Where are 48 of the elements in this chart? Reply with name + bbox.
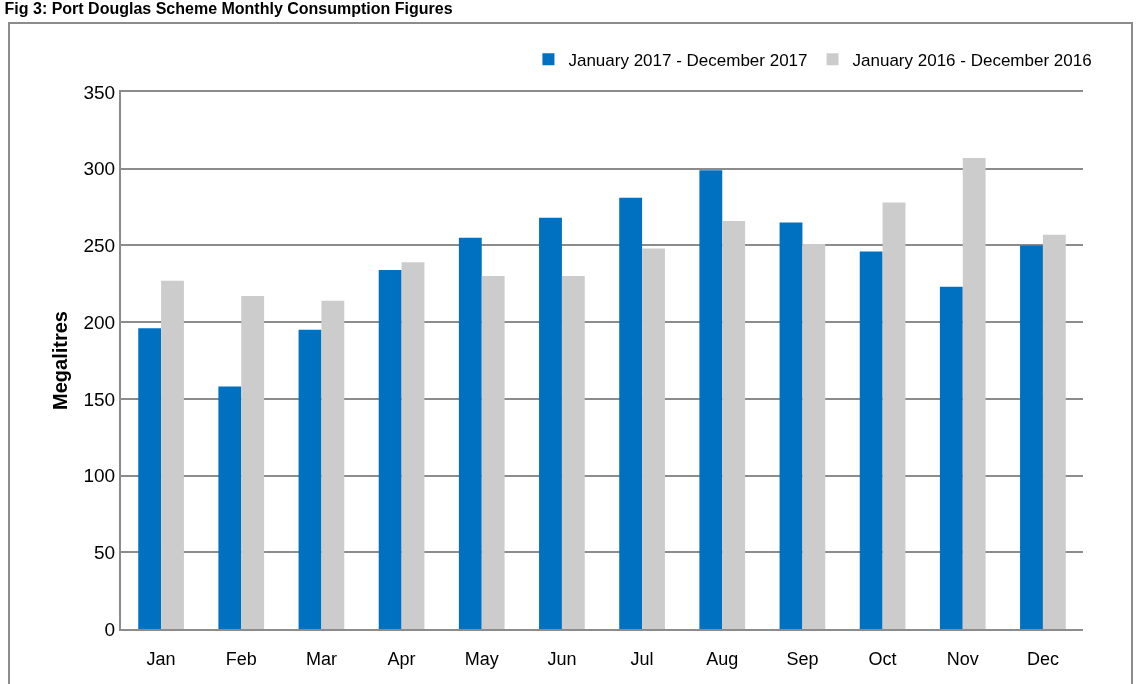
- bar: [859, 251, 883, 629]
- x-tick-label: Sep: [786, 648, 819, 669]
- bar: [298, 329, 322, 629]
- bar: [458, 237, 482, 629]
- x-tick-label: Apr: [387, 648, 416, 669]
- y-tick-label: 200: [83, 311, 116, 333]
- y-tick-label: 150: [83, 388, 116, 410]
- bar: [1042, 234, 1066, 629]
- bar: [619, 197, 643, 629]
- bar: [161, 280, 184, 629]
- bar: [699, 170, 723, 629]
- y-tick-label: 100: [83, 465, 116, 487]
- bar: [378, 269, 402, 629]
- y-tick-label: 300: [83, 158, 116, 180]
- bar: [1020, 245, 1043, 629]
- bar: [642, 248, 665, 629]
- y-tick-label: 250: [83, 235, 116, 257]
- bar: [138, 328, 162, 629]
- bar: [939, 286, 963, 629]
- bar: [779, 222, 803, 629]
- bar: [539, 217, 562, 629]
- x-tick-label: Oct: [868, 648, 897, 669]
- bar: [962, 157, 986, 629]
- x-tick-label: Dec: [1026, 648, 1059, 669]
- bar: [218, 386, 242, 629]
- bar: [722, 220, 746, 629]
- chart-title: Fig 3: Port Douglas Scheme Monthly Consumption Figures: [4, 0, 453, 17]
- bar: [802, 243, 826, 629]
- legend-label: January 2017 - December 2017: [568, 50, 808, 70]
- y-axis-title: Megalitres: [49, 311, 72, 410]
- x-tick-label: Feb: [225, 648, 257, 669]
- bar: [321, 300, 345, 629]
- bar: [882, 202, 906, 629]
- bar: [561, 276, 585, 629]
- bar: [401, 262, 425, 629]
- x-tick-label: Nov: [946, 648, 979, 669]
- bar: [481, 276, 505, 629]
- x-tick-label: May: [464, 648, 499, 669]
- y-tick-label: 0: [104, 618, 116, 640]
- bar: [241, 296, 265, 629]
- y-tick-label: 50: [94, 541, 116, 563]
- x-tick-label: Jul: [630, 648, 654, 669]
- x-tick-label: Mar: [305, 648, 337, 669]
- y-tick-label: 350: [83, 81, 116, 103]
- legend-label: January 2016 - December 2016: [852, 50, 1092, 70]
- x-tick-label: Jan: [146, 648, 176, 669]
- x-tick-label: Jun: [547, 648, 577, 669]
- x-tick-label: Aug: [706, 648, 739, 669]
